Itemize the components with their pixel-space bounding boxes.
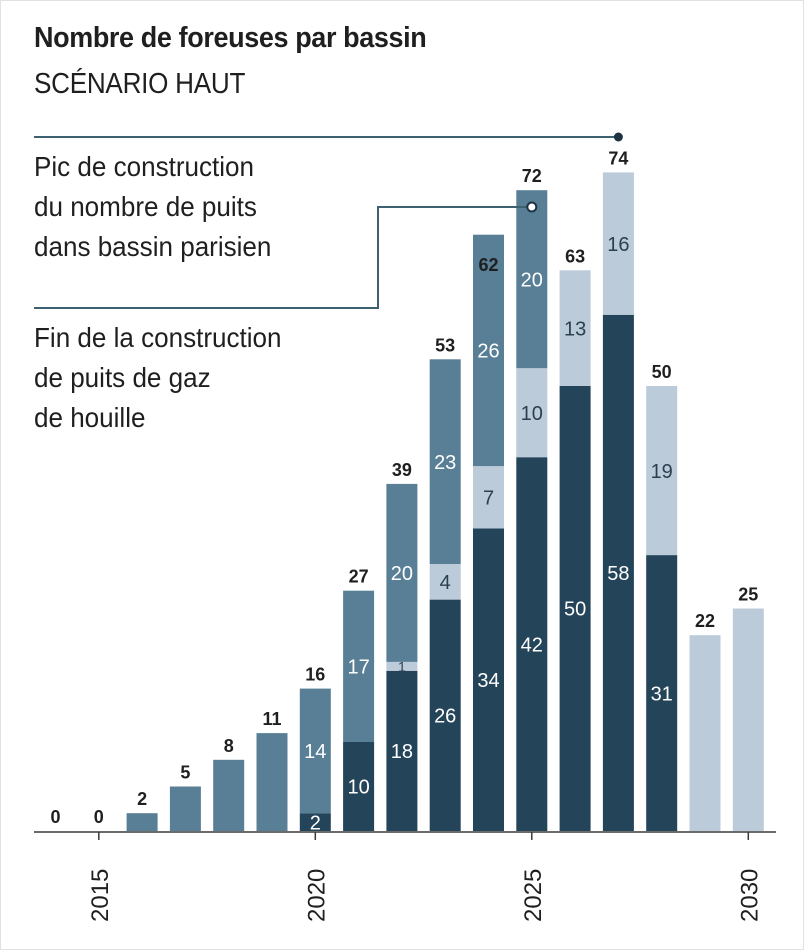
- segment-value-label: 4: [440, 572, 451, 594]
- segment-value-label: 2: [310, 812, 321, 834]
- peak-annotation-line: Pic de construction: [34, 151, 255, 182]
- bar-total-label: 5: [180, 763, 190, 783]
- peak-marker: [613, 132, 623, 142]
- bar-segment-light: [386, 661, 418, 671]
- segment-value-label: 10: [521, 403, 543, 425]
- bar-segment-light: [646, 386, 678, 556]
- bar-segment-medium: [516, 190, 548, 369]
- x-tick-label: 2015: [87, 869, 114, 922]
- bar-segment-medium: [343, 590, 375, 742]
- bar-segment-light: [516, 368, 548, 458]
- bar-segment-light: [689, 635, 721, 831]
- segment-value-label: 58: [607, 563, 629, 585]
- bar-segment-medium: [299, 688, 331, 814]
- segment-value-label: 13: [564, 318, 586, 340]
- peak-annotation: Pic de construction du nombre de puits d…: [34, 147, 271, 267]
- segment-value-label: 42: [521, 634, 543, 656]
- bar-total-label: 0: [94, 807, 104, 827]
- segment-value-label: 14: [304, 741, 326, 763]
- bar-total-label: 8: [224, 736, 234, 756]
- bar-segment-dark: [429, 599, 461, 831]
- bar-segment-medium: [429, 359, 461, 564]
- bar-total-label: 2: [137, 789, 147, 809]
- segment-value-label: 26: [477, 341, 499, 363]
- segment-value-label: 16: [607, 234, 629, 256]
- end-annotation: Fin de la construction de puits de gaz d…: [34, 318, 282, 438]
- bar-total-label: 63: [565, 246, 585, 266]
- bar-segment-medium: [213, 759, 245, 831]
- bar-segment-medium: [386, 483, 418, 662]
- bar-segment-light: [732, 608, 764, 831]
- peak-annotation-line: dans bassin parisien: [34, 231, 272, 262]
- segment-value-label: 20: [521, 269, 543, 291]
- bar-total-label: 25: [738, 585, 758, 605]
- bar-segment-dark: [299, 813, 331, 831]
- segment-value-label: 26: [434, 706, 456, 728]
- end-leader-line: [34, 206, 532, 309]
- bar-segment-medium: [169, 786, 201, 831]
- x-tick-label: 2030: [736, 869, 763, 922]
- bar-segment-light: [559, 270, 591, 386]
- segment-value-label: 10: [347, 777, 369, 799]
- bar-segment-dark: [602, 314, 634, 831]
- bar-total-label: 16: [305, 665, 325, 685]
- segment-value-label: 31: [651, 683, 673, 705]
- bar-total-label: 74: [608, 148, 628, 168]
- bar-total-label: 72: [522, 166, 542, 186]
- segment-value-label: 1: [398, 658, 406, 674]
- bar-segment-light: [473, 466, 504, 529]
- end-marker: [526, 201, 538, 213]
- segment-value-label: 34: [477, 670, 499, 692]
- bar-segment-light: [429, 564, 461, 600]
- end-annotation-line: Fin de la construction: [34, 322, 282, 353]
- segment-value-label: 17: [347, 657, 369, 679]
- bar-segment-medium: [256, 733, 288, 831]
- bar-segment-medium: [473, 234, 504, 467]
- end-annotation-line: de houille: [34, 402, 146, 433]
- bar-segment-dark: [559, 386, 591, 831]
- bar-total-label: 62: [478, 255, 498, 275]
- bar-total-label: 11: [262, 709, 281, 729]
- bar-total-label: 22: [695, 611, 715, 631]
- segment-value-label: 20: [391, 563, 413, 585]
- bar-segment-dark: [516, 457, 548, 831]
- bar-segment-dark: [386, 670, 418, 831]
- x-tick-label: 2020: [303, 869, 330, 922]
- x-tick-label: 2025: [520, 869, 547, 922]
- segment-value-label: 18: [391, 741, 413, 763]
- bar-segment-dark: [646, 555, 678, 831]
- bar-total-label: 0: [50, 807, 60, 827]
- segment-value-label: 19: [651, 461, 673, 483]
- end-annotation-line: de puits de gaz: [34, 362, 211, 393]
- chart-subtitle: SCÉNARIO HAUT: [34, 68, 246, 100]
- segment-value-label: 7: [483, 487, 494, 509]
- bar-total-label: 50: [652, 362, 672, 382]
- segment-value-label: 23: [434, 452, 456, 474]
- peak-annotation-line: du nombre de puits: [34, 191, 257, 222]
- bar-total-label: 39: [392, 460, 412, 480]
- bar-segment-medium: [126, 813, 158, 831]
- bar-segment-dark: [473, 528, 504, 831]
- bar-total-label: 27: [349, 567, 369, 587]
- bar-segment-light: [602, 172, 634, 315]
- bar-total-label: 53: [435, 335, 455, 355]
- bar-segment-dark: [343, 742, 375, 831]
- segment-value-label: 50: [564, 599, 586, 621]
- chart-title: Nombre de foreuses par bassin: [34, 22, 427, 54]
